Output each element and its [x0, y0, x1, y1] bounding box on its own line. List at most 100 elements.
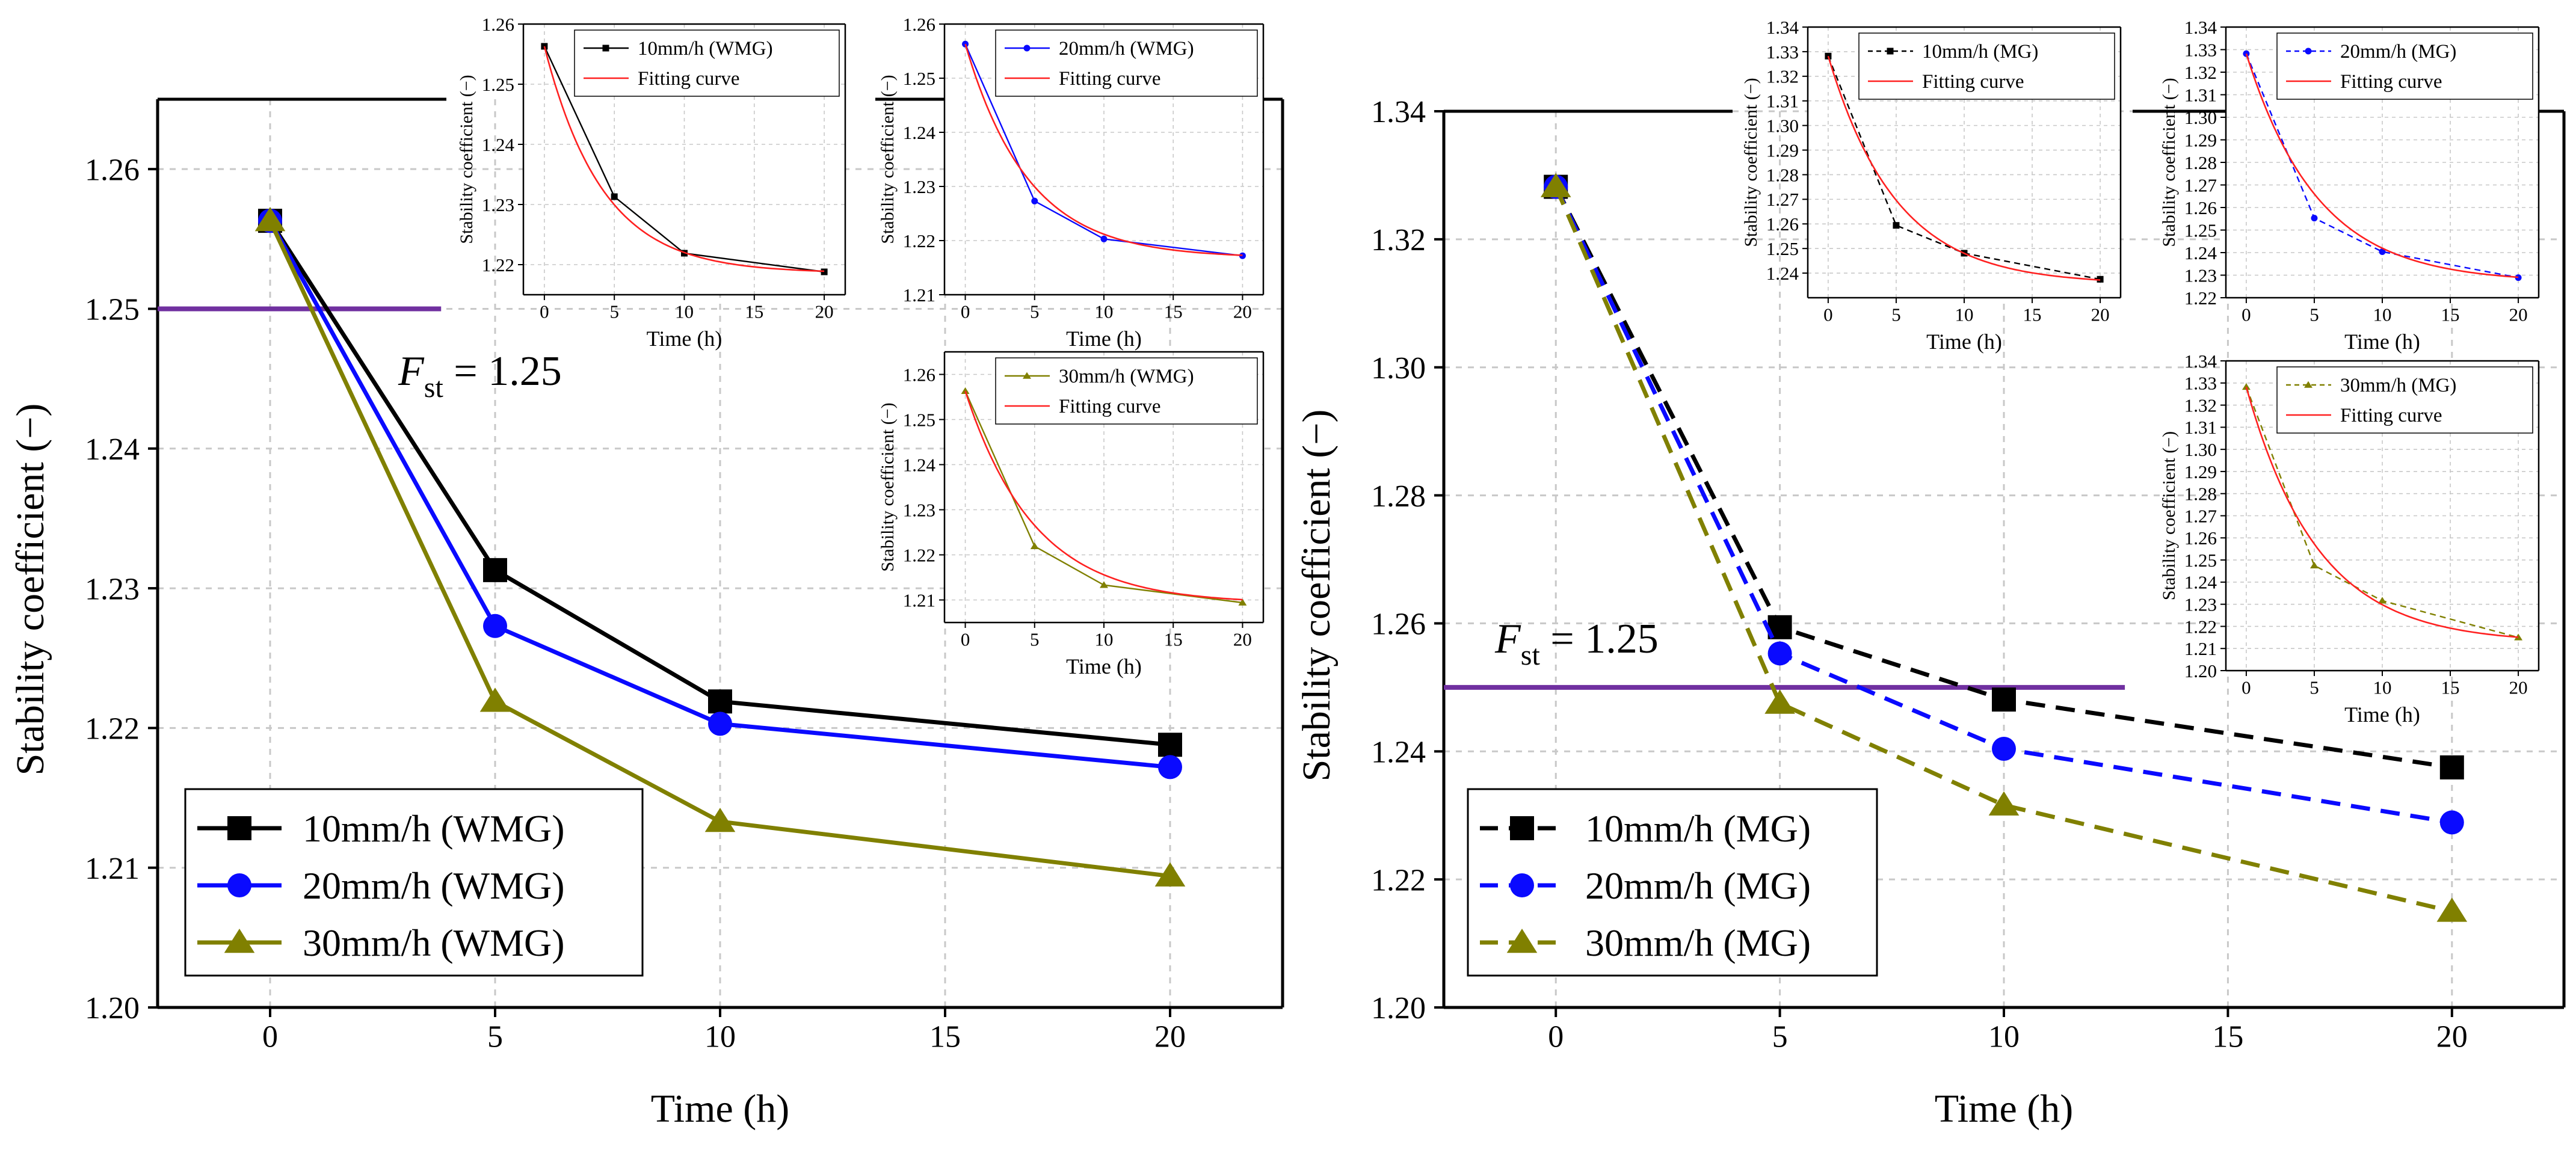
x-tick-label: 15: [1164, 301, 1183, 322]
series-line-s10: [268, 220, 1171, 747]
left-main-chart: 0 5 10 15 20 1.20 1.21 1.22 1.23 1.24 1.25 1.26 Time…: [8, 97, 1284, 1131]
series-line-s30: [1553, 186, 2453, 914]
y-tick-label: 1.31: [1766, 91, 1799, 112]
x-tick-label: 5: [1030, 301, 1040, 322]
y-tick-label: 1.34: [2184, 17, 2217, 38]
data-point-s30: [2309, 561, 2319, 569]
y-tick-label: 1.28: [1371, 479, 1426, 514]
x-tick-label: 15: [2212, 1019, 2243, 1054]
fitting-curve: [964, 390, 1243, 601]
legend-label: 10mm/h (WMG): [638, 38, 773, 60]
y-tick-label: 1.22: [1371, 863, 1426, 897]
legend-marker: [227, 873, 251, 897]
legend-marker: [1506, 929, 1538, 953]
y-tick-label: 1.26: [1766, 214, 1799, 235]
legend-marker: [1023, 372, 1031, 379]
series-line-s30: [268, 220, 1171, 879]
y-tick-label: 1.24: [1766, 263, 1799, 284]
series-line-s30: [2245, 386, 2519, 638]
inset-20-mg-x-axis-label: Time (h): [2344, 330, 2420, 354]
legend-label: Fitting curve: [1059, 68, 1161, 90]
legend-label: 20mm/h (MG): [1585, 864, 1811, 907]
y-tick-label: 1.24: [85, 432, 140, 467]
inset-10-wmg-x-axis-label: Time (h): [647, 327, 723, 351]
y-tick-label: 1.29: [2184, 461, 2217, 482]
data-point-s10: [1893, 222, 1900, 229]
x-tick-label: 5: [609, 301, 619, 322]
data-point-s20: [708, 712, 732, 736]
y-tick-label: 1.27: [1766, 189, 1799, 210]
legend-label: 10mm/h (WMG): [303, 807, 565, 850]
data-point-s30: [1238, 598, 1247, 606]
legend-marker: [602, 45, 609, 52]
x-tick-label: 0: [1548, 1019, 1564, 1054]
y-tick-label: 1.23: [903, 176, 935, 197]
data-point-s10: [2439, 755, 2464, 779]
inset-20-wmg-legend: 20mm/h (WMG) Fitting curve: [995, 29, 1258, 97]
legend-marker: [224, 929, 255, 953]
y-tick-label: 1.26: [2184, 527, 2217, 549]
fitting-curve: [964, 43, 1243, 256]
inset-30-wmg-chart: 0 5 10 15 20 1.21 1.22 1.23 1.24 1.25 1.26 Time (h)…: [878, 351, 1265, 678]
y-tick-label: 1.25: [482, 74, 514, 95]
x-tick-label: 0: [961, 301, 970, 322]
inset-10-mg-legend: 10mm/h (MG) Fitting curve: [1858, 32, 2115, 100]
y-tick-label: 1.25: [85, 293, 140, 327]
y-tick-label: 1.22: [482, 254, 514, 275]
x-tick-label: 15: [745, 301, 763, 322]
x-tick-label: 20: [1233, 301, 1252, 322]
inset-10-mg-x-axis-label: Time (h): [1926, 330, 2002, 354]
x-tick-label: 5: [2309, 677, 2319, 698]
y-tick-label: 1.28: [2184, 152, 2217, 173]
inset-30-wmg-legend: 30mm/h (WMG) Fitting curve: [995, 357, 1258, 425]
y-tick-label: 1.23: [903, 499, 935, 520]
y-tick-label: 1.28: [1766, 164, 1799, 185]
data-point-s20: [2243, 50, 2250, 57]
data-point-s20: [1767, 641, 1792, 666]
x-tick-label: 15: [2441, 304, 2460, 325]
right-main-legend: 10mm/h (MG) 20mm/h (MG) 30mm/h (MG): [1467, 788, 1878, 977]
inset-20-mg-legend: 20mm/h (MG) Fitting curve: [2276, 32, 2533, 100]
y-tick-label: 1.24: [2184, 242, 2217, 263]
y-tick-label: 1.20: [85, 991, 140, 1025]
data-point-s20: [2515, 274, 2522, 281]
legend-label: 30mm/h (MG): [2340, 375, 2456, 396]
x-tick-label: 20: [815, 301, 834, 322]
inset-10-wmg-legend: 10mm/h (WMG) Fitting curve: [574, 29, 840, 97]
fitting-curve: [2245, 387, 2519, 638]
legend-label: 30mm/h (WMG): [303, 921, 565, 964]
threshold-label-value: = 1.25: [443, 348, 562, 395]
data-point-s20: [2311, 215, 2318, 222]
inset-20-mg-y-axis-label: Stability coefficient (−): [2159, 78, 2179, 247]
x-tick-label: 20: [2436, 1019, 2468, 1054]
data-point-s30: [704, 808, 736, 832]
data-point-s10: [821, 268, 828, 275]
x-tick-label: 0: [961, 629, 970, 650]
data-point-s20: [1100, 235, 1108, 242]
y-tick-label: 1.22: [2184, 616, 2217, 637]
legend-label: Fitting curve: [2340, 405, 2442, 426]
y-tick-label: 1.28: [2184, 484, 2217, 505]
inset-30-wmg-y-axis-label: Stability coefficient (−): [878, 402, 898, 571]
y-tick-label: 1.29: [1766, 140, 1799, 161]
x-tick-label: 10: [1095, 629, 1114, 650]
y-tick-label: 1.33: [2184, 373, 2217, 394]
x-tick-label: 15: [2023, 304, 2042, 325]
left-main-legend: 10mm/h (WMG) 20mm/h (WMG) 30mm/h (WMG): [184, 788, 644, 977]
y-tick-label: 1.23: [2184, 594, 2217, 615]
legend-label: 30mm/h (MG): [1585, 921, 1811, 964]
y-tick-label: 1.25: [903, 409, 935, 430]
x-tick-label: 5: [1891, 304, 1901, 325]
y-tick-label: 1.33: [1766, 42, 1799, 63]
inset-20-mg-chart: 0 5 10 15 20 1.221.231.241.251.261.271.281.29…: [2159, 17, 2540, 354]
y-tick-label: 1.29: [2184, 129, 2217, 150]
y-tick-label: 1.21: [903, 589, 935, 610]
y-tick-label: 1.30: [2184, 439, 2217, 460]
y-tick-label: 1.20: [1371, 991, 1426, 1025]
legend-marker: [2304, 381, 2313, 388]
data-point-s10: [1992, 687, 2016, 712]
x-tick-label: 10: [1095, 301, 1114, 322]
y-tick-label: 1.25: [903, 68, 935, 89]
y-tick-label: 1.34: [2184, 351, 2217, 372]
series-line-s20: [1554, 186, 2453, 825]
